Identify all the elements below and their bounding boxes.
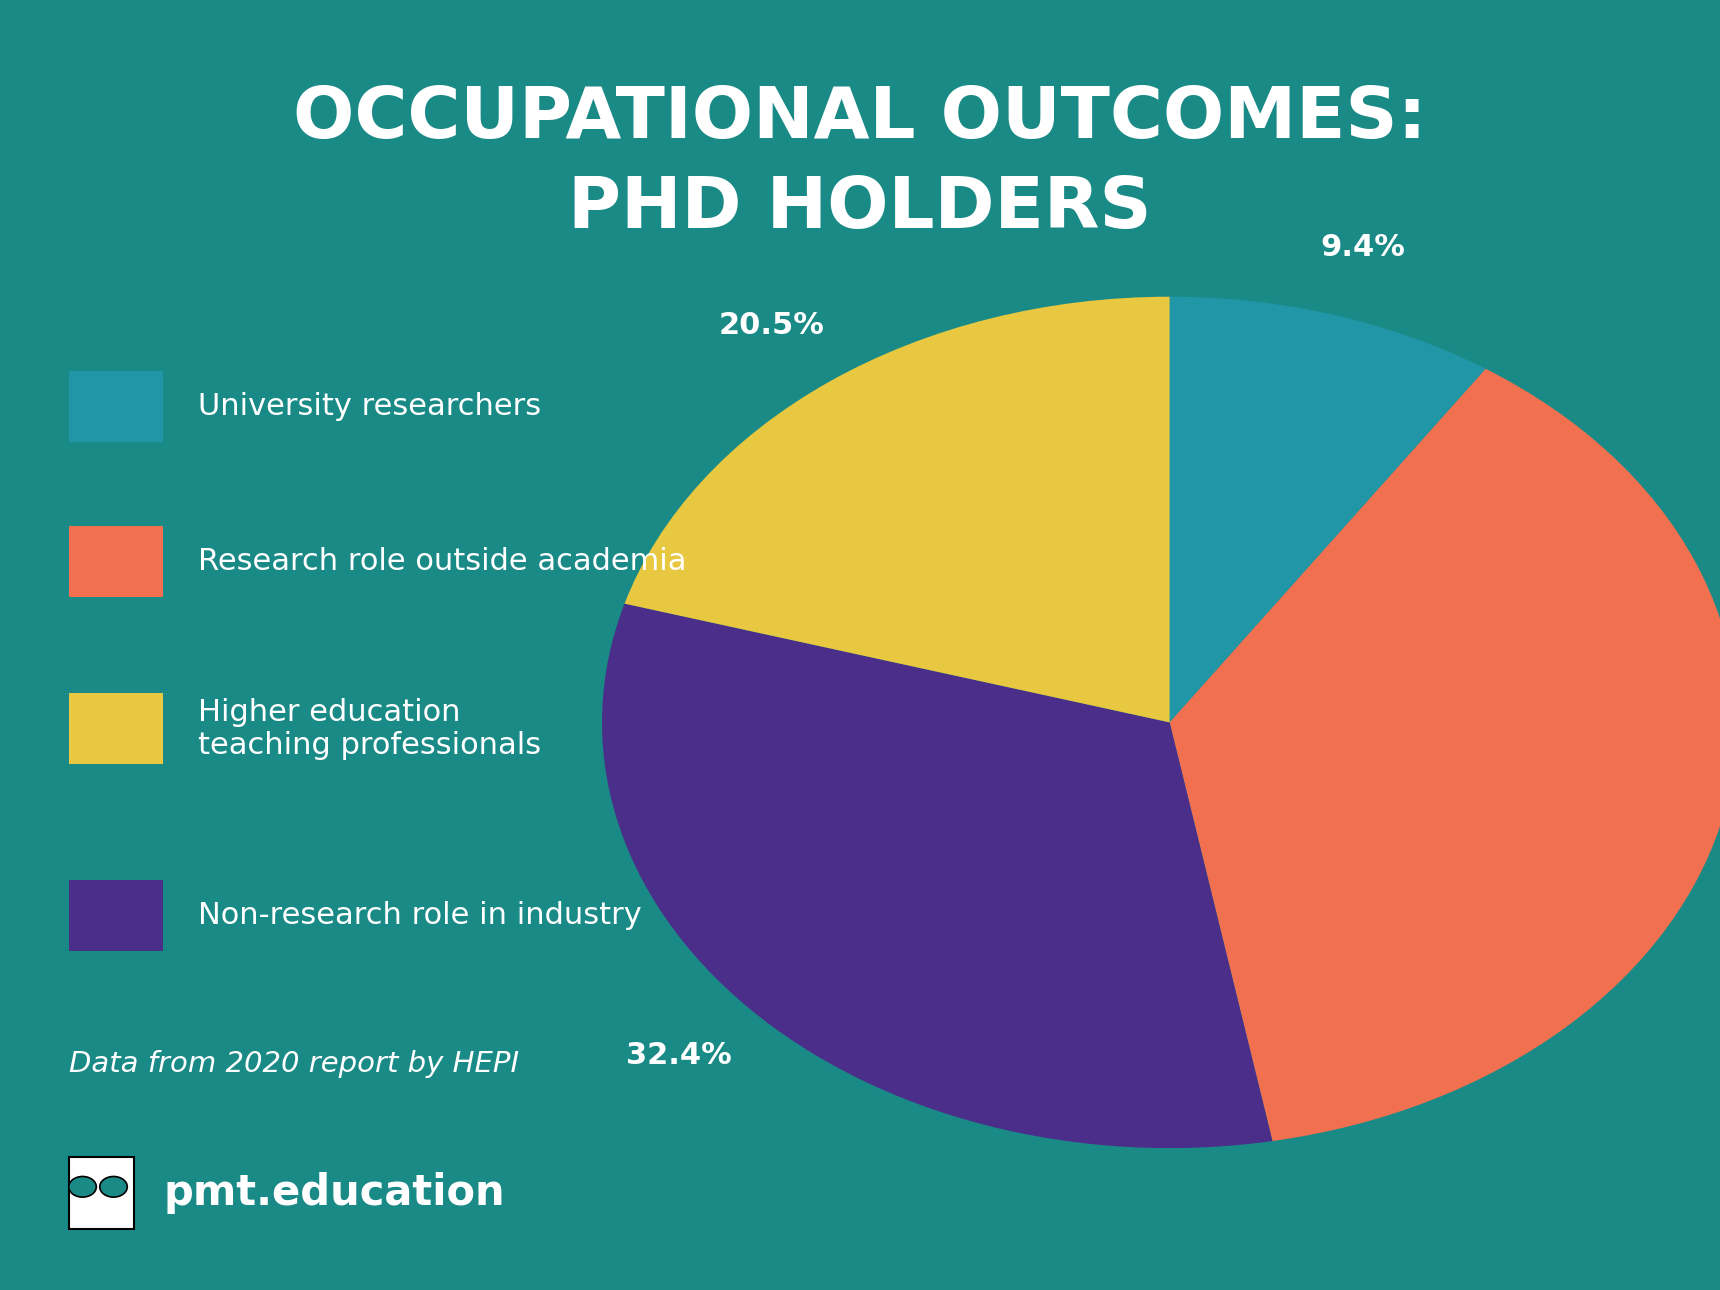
Wedge shape	[602, 604, 1273, 1148]
FancyBboxPatch shape	[69, 881, 163, 952]
Wedge shape	[1170, 369, 1720, 1142]
Text: Data from 2020 report by HEPI: Data from 2020 report by HEPI	[69, 1050, 519, 1078]
Text: pmt.education: pmt.education	[163, 1173, 506, 1214]
Wedge shape	[624, 297, 1170, 722]
FancyBboxPatch shape	[69, 1157, 134, 1229]
FancyBboxPatch shape	[69, 526, 163, 596]
FancyBboxPatch shape	[69, 694, 163, 764]
Circle shape	[100, 1176, 127, 1197]
Text: PHD HOLDERS: PHD HOLDERS	[568, 174, 1152, 243]
Text: Research role outside academia: Research role outside academia	[198, 547, 686, 575]
Text: OCCUPATIONAL OUTCOMES:: OCCUPATIONAL OUTCOMES:	[292, 84, 1428, 152]
FancyBboxPatch shape	[69, 370, 163, 441]
Text: 9.4%: 9.4%	[1319, 232, 1405, 262]
Circle shape	[69, 1176, 96, 1197]
Text: 20.5%: 20.5%	[719, 311, 826, 339]
Text: University researchers: University researchers	[198, 392, 540, 421]
Text: 32.4%: 32.4%	[626, 1041, 731, 1069]
Wedge shape	[1170, 297, 1486, 722]
Text: Higher education
teaching professionals: Higher education teaching professionals	[198, 698, 540, 760]
Text: Non-research role in industry: Non-research role in industry	[198, 902, 642, 930]
